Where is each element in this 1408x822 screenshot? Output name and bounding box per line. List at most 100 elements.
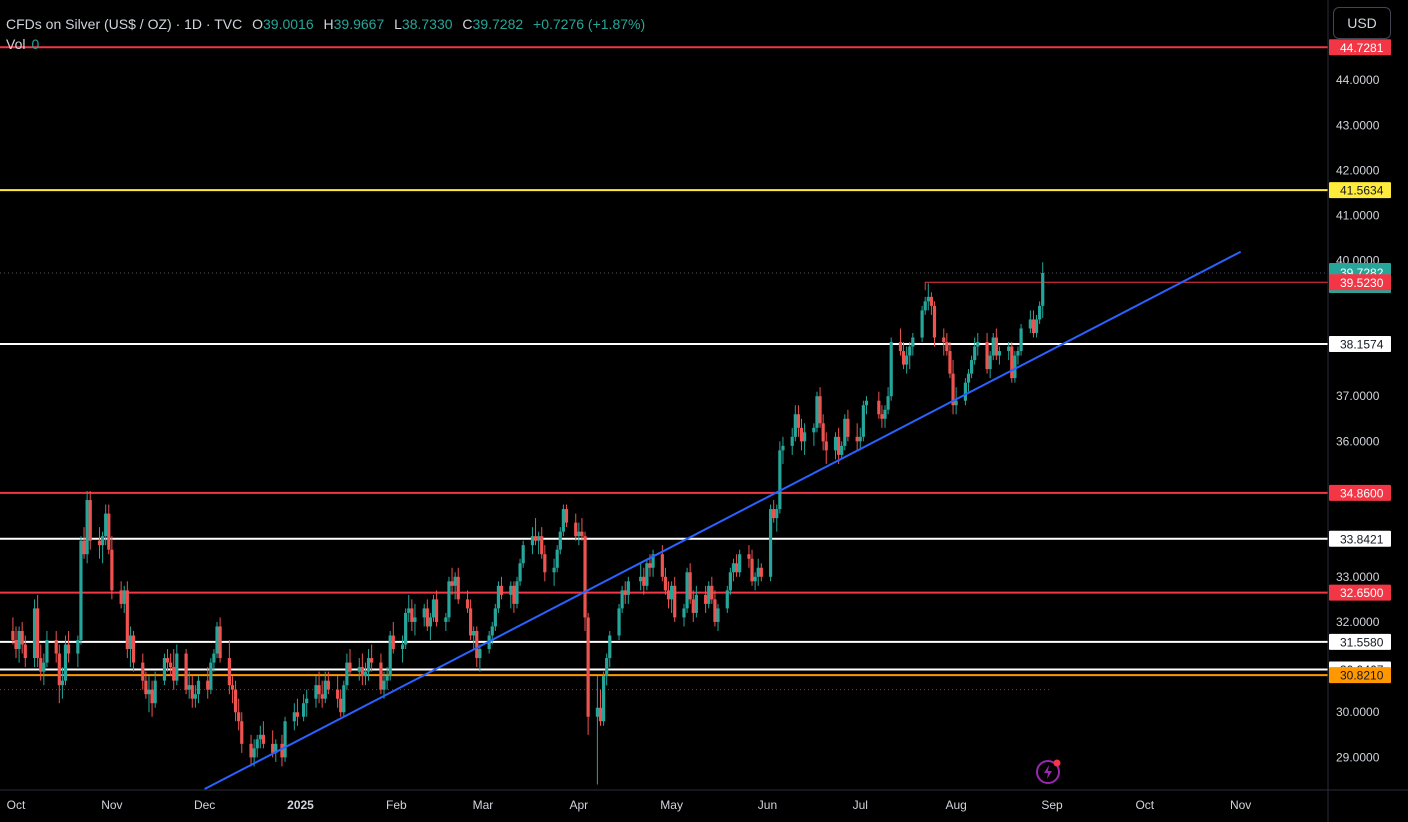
y-tick-label: 44.0000 — [1336, 73, 1380, 87]
candle-body — [864, 400, 869, 406]
candle-body — [434, 599, 439, 622]
high-label: H — [323, 16, 334, 32]
candle-body — [601, 676, 606, 722]
candle-body — [360, 667, 364, 677]
candle-body — [574, 522, 578, 537]
candle-body — [552, 567, 556, 573]
candle-body — [778, 450, 782, 510]
candle-body — [691, 599, 695, 613]
candle-body — [772, 509, 776, 519]
candle-body — [682, 608, 686, 618]
candle-body — [54, 640, 58, 654]
horizontal-levels[interactable] — [0, 46, 1328, 677]
currency-button[interactable]: USD — [1333, 7, 1391, 39]
candle-body — [391, 635, 395, 650]
candle-body — [97, 540, 102, 546]
candle-body — [617, 608, 621, 636]
candle-body — [237, 712, 241, 722]
candle-body — [753, 576, 757, 582]
candle-body — [119, 590, 123, 604]
level-badge-41.5634: 41.5634 — [1340, 184, 1384, 198]
candle-body — [305, 698, 309, 704]
candle-body — [363, 671, 368, 677]
candle-body — [558, 531, 562, 550]
candle-body — [821, 423, 825, 442]
candle-body — [645, 563, 649, 586]
candle-body — [104, 513, 108, 537]
candle-body — [976, 342, 980, 347]
candle-body — [271, 743, 275, 753]
candle-body — [799, 427, 804, 442]
high-value: 39.9667 — [333, 16, 385, 32]
x-tick-label: May — [660, 798, 683, 812]
candle-body — [969, 360, 974, 374]
candle-body — [385, 676, 389, 681]
candle-body — [496, 585, 501, 609]
candle-body — [175, 653, 179, 681]
candle-body — [150, 689, 154, 704]
level-badge-38.1574-bg — [1329, 335, 1391, 352]
candle-body — [533, 536, 538, 541]
flash-alert-icon[interactable] — [1035, 757, 1063, 785]
candlestick-series — [11, 262, 1045, 785]
candle-body — [17, 630, 21, 650]
candle-body — [131, 635, 136, 663]
candle-body — [444, 617, 448, 622]
candle-body — [963, 382, 968, 401]
candle-body — [908, 346, 912, 356]
candle-body — [954, 400, 958, 406]
candle-body — [165, 658, 170, 663]
candle-body — [382, 680, 386, 690]
candle-body — [36, 608, 40, 659]
candle-body — [666, 590, 671, 600]
candle-body — [39, 658, 43, 672]
candle-body — [781, 445, 785, 451]
candle-body — [555, 549, 559, 568]
candle-body — [812, 427, 816, 433]
candle-body — [345, 662, 349, 686]
candle-body — [994, 337, 998, 356]
candle-body — [577, 531, 581, 537]
volume-label: Vol — [6, 36, 26, 52]
candle-body — [598, 707, 603, 722]
candle-body — [57, 653, 61, 686]
candle-body — [162, 658, 167, 681]
candle-body — [456, 576, 460, 600]
candle-body — [388, 635, 392, 677]
candle-body — [453, 576, 457, 586]
candle-body — [45, 640, 49, 663]
candle-body — [230, 685, 235, 690]
candle-body — [11, 630, 15, 641]
candle-body — [837, 436, 841, 455]
candle-body — [651, 554, 655, 568]
candle-body — [948, 351, 952, 374]
candle-body — [410, 608, 414, 622]
candle-body — [543, 554, 547, 573]
candle-body — [475, 630, 479, 659]
candle-body — [790, 436, 794, 446]
candle-body — [428, 617, 432, 627]
candle-body — [991, 337, 995, 356]
candle-body — [728, 572, 732, 591]
candle-body — [880, 414, 884, 419]
candle-body — [793, 414, 797, 437]
candle-body — [688, 572, 692, 600]
open-label: O — [252, 16, 263, 32]
candle-body — [580, 531, 584, 537]
candle-body — [107, 513, 111, 550]
candle-body — [713, 599, 717, 622]
candle-body — [985, 342, 989, 370]
candle-body — [323, 680, 327, 699]
candle-body — [283, 721, 287, 758]
candle-body — [172, 667, 176, 681]
trendline[interactable] — [204, 250, 1242, 790]
x-tick-label: Jun — [758, 798, 777, 812]
candle-body — [422, 608, 426, 618]
candle-body — [317, 685, 321, 695]
symbol-title[interactable]: CFDs on Silver (US$ / OZ) · 1D · TVC — [6, 16, 243, 32]
low-label: L — [394, 16, 402, 32]
candle-body — [973, 346, 977, 361]
legend-ohlc-row: CFDs on Silver (US$ / OZ) · 1D · TVC O 39… — [6, 14, 645, 34]
candle-body — [326, 680, 330, 690]
